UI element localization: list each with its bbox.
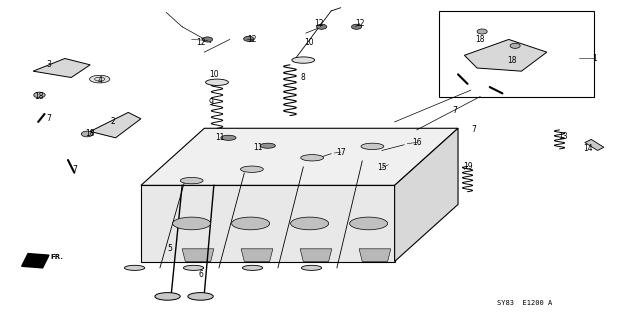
Ellipse shape <box>260 143 275 148</box>
Ellipse shape <box>241 166 263 172</box>
Text: SY83  E1200 A: SY83 E1200 A <box>497 300 552 306</box>
Text: 12: 12 <box>314 19 323 28</box>
Circle shape <box>317 24 327 29</box>
Ellipse shape <box>361 143 384 149</box>
Circle shape <box>510 43 520 48</box>
Text: 12: 12 <box>196 38 206 47</box>
Polygon shape <box>141 185 394 261</box>
Circle shape <box>244 36 254 41</box>
Ellipse shape <box>292 57 315 63</box>
Ellipse shape <box>221 135 236 140</box>
Polygon shape <box>585 140 604 150</box>
Polygon shape <box>141 128 458 185</box>
Polygon shape <box>90 112 141 138</box>
Polygon shape <box>464 39 547 71</box>
Ellipse shape <box>290 217 329 230</box>
Circle shape <box>203 37 213 42</box>
Text: 10: 10 <box>304 38 314 47</box>
Polygon shape <box>33 59 90 77</box>
Ellipse shape <box>232 217 269 230</box>
Polygon shape <box>22 253 49 268</box>
Text: 4: 4 <box>97 76 102 85</box>
Ellipse shape <box>301 265 322 270</box>
Text: 13: 13 <box>558 132 568 141</box>
Text: 16: 16 <box>412 138 422 147</box>
Text: 18: 18 <box>34 92 44 101</box>
Text: 11: 11 <box>215 133 225 142</box>
Text: 8: 8 <box>300 73 305 82</box>
Ellipse shape <box>301 155 324 161</box>
Text: 12: 12 <box>355 19 364 28</box>
Circle shape <box>352 24 362 29</box>
Ellipse shape <box>90 75 110 83</box>
Ellipse shape <box>206 79 229 85</box>
Text: 7: 7 <box>47 114 52 123</box>
Text: 17: 17 <box>336 148 345 156</box>
Bar <box>439 11 594 97</box>
Text: 18: 18 <box>475 35 485 44</box>
Text: FR.: FR. <box>51 254 64 260</box>
Text: 12: 12 <box>247 35 257 44</box>
Ellipse shape <box>155 292 180 300</box>
Circle shape <box>477 29 487 34</box>
Text: 3: 3 <box>47 60 52 69</box>
Text: 9: 9 <box>208 99 213 108</box>
Ellipse shape <box>180 178 203 184</box>
Ellipse shape <box>243 265 262 270</box>
Text: 18: 18 <box>85 129 95 138</box>
Text: 5: 5 <box>167 244 172 253</box>
Ellipse shape <box>173 217 211 230</box>
Circle shape <box>34 92 45 98</box>
Text: 7: 7 <box>471 125 476 134</box>
Polygon shape <box>182 249 214 261</box>
Ellipse shape <box>124 265 145 270</box>
Text: 19: 19 <box>462 162 473 171</box>
Text: 15: 15 <box>377 164 387 172</box>
Text: 10: 10 <box>209 70 218 79</box>
Polygon shape <box>394 128 458 261</box>
Text: 2: 2 <box>110 117 115 126</box>
Ellipse shape <box>183 265 204 270</box>
Text: 1: 1 <box>592 54 597 63</box>
Text: 6: 6 <box>199 270 204 279</box>
Circle shape <box>82 131 93 137</box>
Text: 7: 7 <box>452 106 457 115</box>
Text: 7: 7 <box>72 165 77 174</box>
Text: 18: 18 <box>507 56 517 65</box>
Polygon shape <box>300 249 332 261</box>
Ellipse shape <box>350 217 388 230</box>
Polygon shape <box>359 249 391 261</box>
Ellipse shape <box>188 292 213 300</box>
Text: 14: 14 <box>583 144 593 153</box>
Polygon shape <box>241 249 273 261</box>
Text: 11: 11 <box>254 143 263 152</box>
